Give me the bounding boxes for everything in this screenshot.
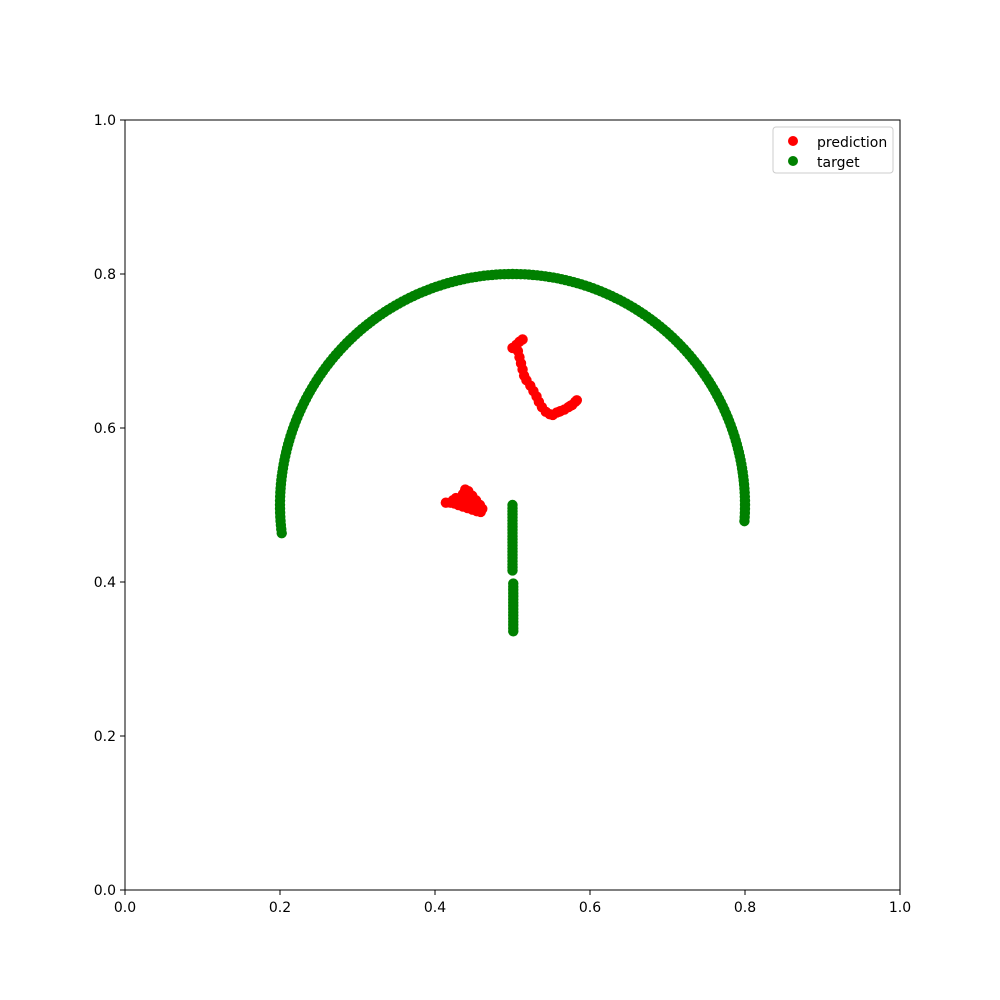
x-axis: 0.0 0.2 0.4 0.6 0.8 1.0 [114, 890, 911, 916]
legend-marker-prediction [788, 136, 798, 146]
y-tick-label: 0.0 [94, 883, 116, 899]
prediction-point [460, 495, 472, 507]
legend-label-target: target [817, 155, 860, 171]
prediction-point [470, 502, 481, 513]
prediction-point [553, 406, 565, 418]
legend-label-prediction: prediction [817, 135, 887, 151]
legend-marker-target [788, 156, 798, 166]
data-points [274, 268, 751, 637]
plot-frame [124, 119, 901, 891]
prediction-point [565, 400, 576, 411]
x-tick-label: 0.8 [734, 900, 756, 916]
legend-box [772, 126, 894, 174]
x-tick-label: 0.6 [579, 900, 601, 916]
y-tick-label: 0.6 [94, 421, 116, 437]
target-point [507, 565, 518, 576]
y-axis: 0.0 0.2 0.4 0.6 0.8 1.0 [94, 113, 125, 899]
x-tick-label: 1.0 [889, 900, 911, 916]
x-tick-label: 0.0 [114, 900, 136, 916]
x-tick-label: 0.4 [424, 900, 446, 916]
series-target [274, 268, 751, 637]
target-point [508, 626, 519, 637]
x-tick-label: 0.2 [269, 900, 291, 916]
target-point [739, 515, 750, 527]
legend: prediction target [772, 126, 894, 174]
series-prediction [440, 334, 583, 518]
y-tick-label: 0.8 [94, 267, 116, 283]
y-tick-label: 0.2 [94, 729, 116, 745]
y-tick-label: 1.0 [94, 113, 116, 129]
y-tick-label: 0.4 [94, 575, 116, 591]
prediction-point [447, 495, 459, 506]
